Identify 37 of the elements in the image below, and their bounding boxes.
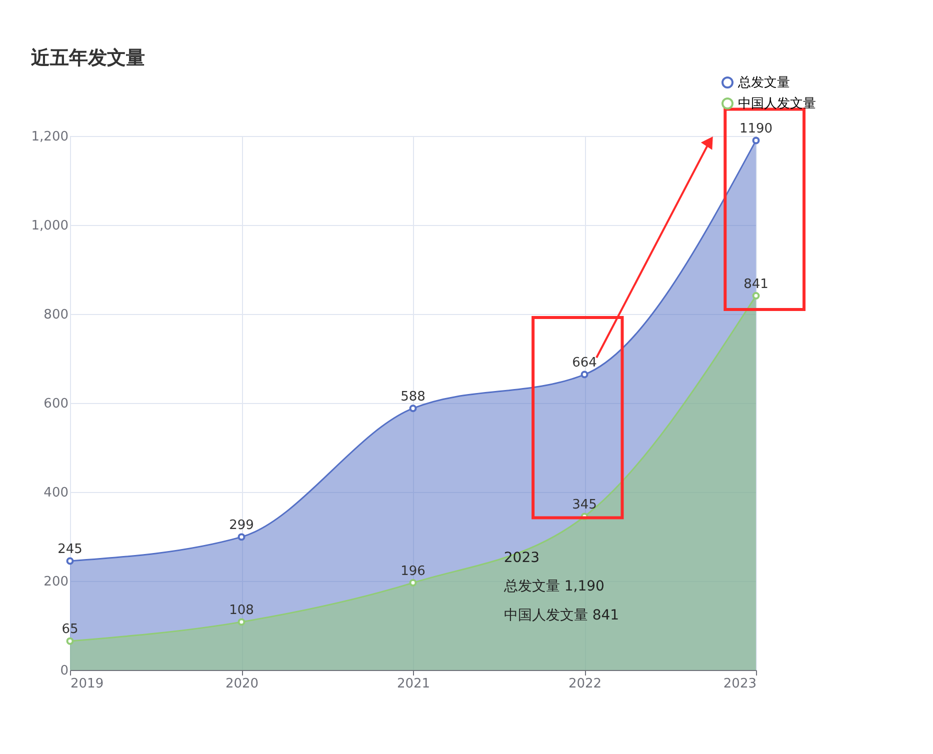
legend-label: 中国人发文量 xyxy=(738,96,816,112)
x-tick-label: 2021 xyxy=(396,676,430,692)
point xyxy=(409,579,417,587)
annotation: 2023 xyxy=(504,550,540,566)
point xyxy=(580,370,588,378)
legend-label: 总发文量 xyxy=(737,76,790,90)
data-label: 196 xyxy=(400,564,426,579)
data-label: 841 xyxy=(744,276,768,292)
y-tick-label: 800 xyxy=(44,308,68,322)
point xyxy=(752,136,760,144)
x-tick-label: 2023 xyxy=(723,676,756,692)
annotation: 中国人发文量 841 xyxy=(504,608,620,624)
y-tick-label: 1,200 xyxy=(31,130,68,144)
point xyxy=(752,292,760,300)
y-tick-label: 200 xyxy=(44,574,68,590)
point xyxy=(409,404,417,412)
y-tick-label: 400 xyxy=(44,486,68,500)
y-tick-label: 0 xyxy=(60,664,68,678)
y-tick-label: 1,000 xyxy=(31,218,68,234)
data-label: 345 xyxy=(572,497,597,512)
data-label: 65 xyxy=(62,622,78,638)
data-label: 299 xyxy=(229,518,254,533)
chart-title: 近五年发文量 xyxy=(30,46,145,69)
point xyxy=(238,618,246,626)
y-tick-label: 600 xyxy=(44,396,68,412)
point xyxy=(238,533,246,541)
data-label: 664 xyxy=(572,356,597,371)
data-label: 588 xyxy=(400,389,426,404)
data-label: 108 xyxy=(229,602,254,618)
point xyxy=(66,557,74,565)
point xyxy=(66,637,74,645)
data-label: 1190 xyxy=(739,121,773,136)
x-tick-label: 2022 xyxy=(568,676,602,692)
data-label: 245 xyxy=(58,542,82,557)
x-tick-label: 2020 xyxy=(225,676,259,692)
annotation: 总发文量 1,190 xyxy=(502,578,604,595)
x-tick-label: 2019 xyxy=(70,676,104,692)
